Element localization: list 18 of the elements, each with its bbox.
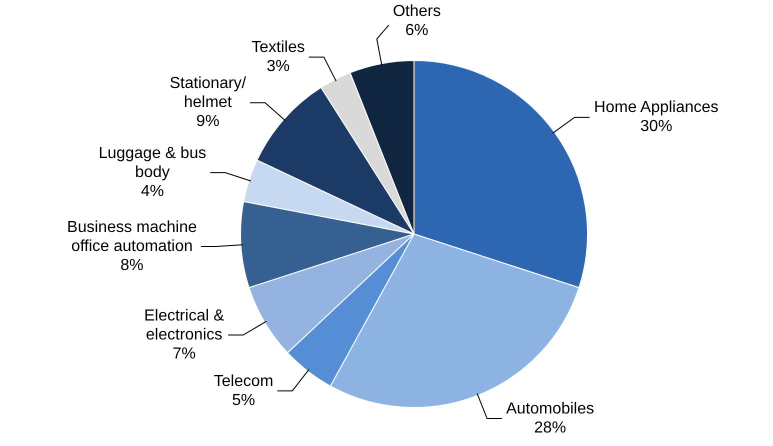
slice-label: Stationary/ helmet bbox=[170, 75, 247, 112]
slice-label: Luggage & bus body bbox=[98, 145, 206, 182]
data-label: 4% bbox=[140, 183, 164, 200]
slice-label: Others bbox=[392, 2, 441, 20]
slice-label: Automobiles bbox=[506, 400, 594, 418]
slice-label: Telecom bbox=[214, 372, 274, 390]
data-label: 9% bbox=[196, 113, 220, 130]
data-label: 30% bbox=[640, 118, 672, 136]
data-label: 28% bbox=[534, 419, 566, 436]
data-label: 5% bbox=[232, 392, 256, 409]
slice-label: Business machine office automation bbox=[67, 218, 197, 255]
data-label: 3% bbox=[266, 58, 290, 76]
slice-label: Home Appliances bbox=[594, 99, 719, 116]
data-label: 7% bbox=[172, 345, 196, 362]
slice-label: Electrical & electronics bbox=[144, 307, 224, 344]
slice-label: Textiles bbox=[252, 39, 305, 56]
data-label: 8% bbox=[120, 256, 144, 274]
data-label: 6% bbox=[405, 22, 428, 39]
